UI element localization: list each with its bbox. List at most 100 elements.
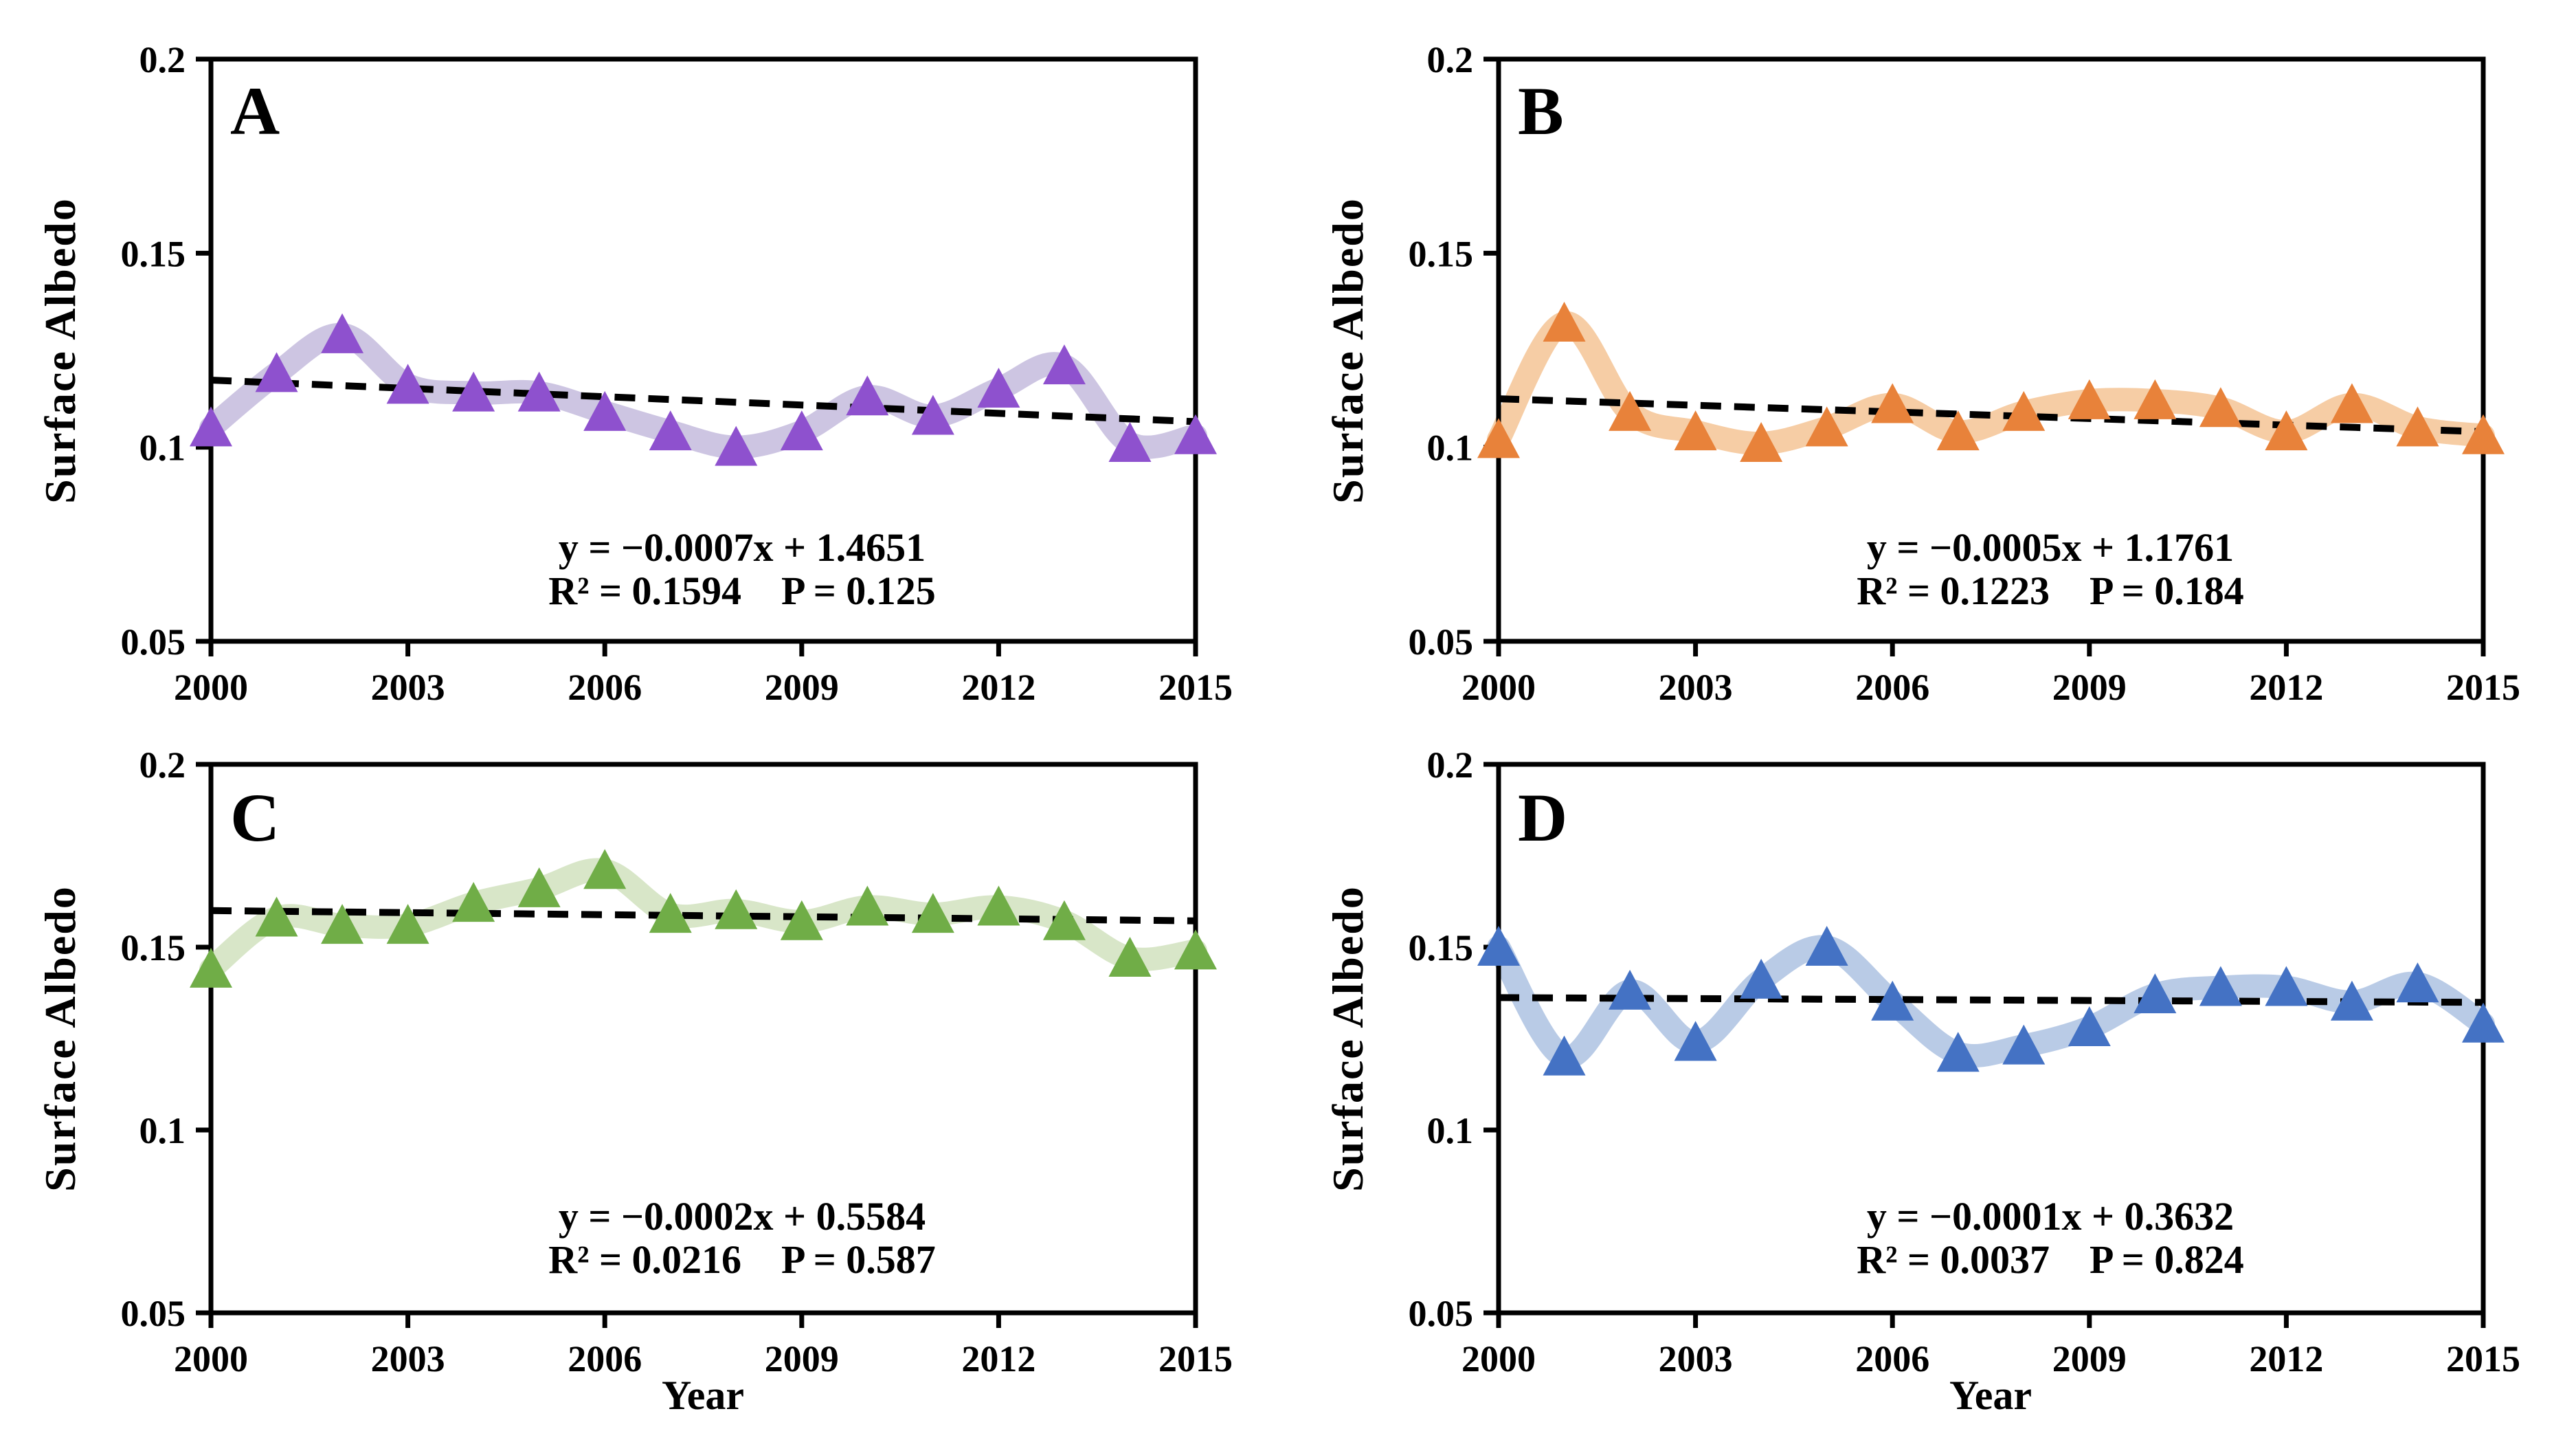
data-marker [1042, 900, 1086, 940]
x-tick-label: 2000 [1461, 1338, 1536, 1380]
data-marker [2396, 406, 2439, 447]
y-tick-label: 0.1 [139, 428, 186, 469]
data-marker [715, 889, 758, 929]
panel-letter: D [1518, 779, 1568, 856]
data-marker [1871, 383, 1914, 423]
data-marker [1609, 390, 1652, 431]
trend-line [210, 376, 1196, 425]
y-tick-label: 0.15 [1409, 927, 1474, 968]
y-axis-title: Surface Albedo [1323, 885, 1372, 1192]
y-tick-label: 0.1 [139, 1110, 186, 1151]
x-tick-label: 2015 [2446, 667, 2520, 708]
data-marker [386, 904, 429, 944]
data-marker [517, 867, 561, 907]
y-tick-label: 0.05 [121, 621, 186, 663]
regression-equation: y = −0.0007x + 1.4651 [558, 525, 926, 570]
regression-stats: R² = 0.0037 P = 0.824 [1857, 1237, 2244, 1282]
x-tick-label: 2006 [568, 667, 642, 708]
data-marker [583, 849, 627, 889]
y-tick-label: 0.05 [1409, 1293, 1474, 1334]
smoothed-band [199, 858, 1207, 981]
x-tick-label: 2003 [1659, 667, 1733, 708]
data-marker [715, 425, 758, 466]
data-marker [452, 882, 495, 922]
y-tick-label: 0.15 [1409, 233, 1474, 274]
data-marker [1042, 344, 1086, 385]
data-marker [1477, 418, 1520, 458]
data-marker [2133, 379, 2177, 419]
x-tick-label: 2012 [961, 1338, 1035, 1380]
data-marker [517, 371, 561, 412]
data-marker [255, 896, 298, 937]
data-marker [977, 367, 1020, 408]
x-tick-label: 2015 [1158, 1338, 1233, 1380]
y-tick-label: 0.2 [139, 744, 186, 786]
x-tick-label: 2000 [174, 1338, 248, 1380]
x-tick-label: 2006 [1855, 1338, 1929, 1380]
data-marker [649, 893, 692, 933]
regression-equation: y = −0.0002x + 0.5584 [558, 1194, 926, 1239]
x-tick-label: 2012 [2249, 667, 2323, 708]
data-marker [977, 885, 1020, 926]
data-marker [911, 395, 954, 435]
data-marker [2265, 966, 2308, 1006]
data-marker [1740, 958, 1783, 999]
data-marker [190, 406, 232, 447]
data-marker [2462, 1002, 2505, 1043]
panel-c: 0.2 0.15 0.1 0.05 2000 2003 2006 2009 2012 2015 S… [0, 720, 1288, 1440]
x-axis-title: Year [662, 1373, 744, 1418]
x-tick-label: 2003 [371, 667, 445, 708]
data-marker [2396, 962, 2439, 1003]
y-tick-label: 0.15 [121, 233, 186, 274]
data-marker [386, 364, 429, 404]
data-marker [1805, 406, 1848, 447]
y-tick-label: 0.1 [1427, 428, 1474, 469]
data-marker [452, 371, 495, 412]
data-marker [1543, 1035, 1586, 1076]
data-marker [1674, 410, 1717, 451]
data-marker [846, 885, 889, 926]
y-tick-label: 0.05 [1409, 621, 1474, 663]
data-marker [321, 904, 364, 944]
regression-equation: y = −0.0001x + 0.3632 [1866, 1194, 2235, 1239]
data-marker [846, 375, 889, 416]
x-tick-label: 2009 [2052, 667, 2127, 708]
smoothed-band [199, 322, 1207, 459]
axis-frame [208, 762, 1198, 1316]
regression-stats: R² = 0.1594 P = 0.125 [548, 568, 936, 613]
trend-line [1498, 395, 2484, 436]
data-marker [1936, 410, 1980, 451]
x-tick-label: 2000 [174, 667, 248, 708]
regression-stats: R² = 0.0216 P = 0.587 [548, 1237, 936, 1282]
panel-letter: B [1518, 73, 1564, 149]
data-marker [780, 900, 823, 940]
y-tick-label: 0.2 [1427, 744, 1474, 786]
regression-stats: R² = 0.1223 P = 0.184 [1857, 568, 2244, 613]
data-marker [2002, 390, 2046, 431]
y-axis-title: Surface Albedo [36, 885, 85, 1192]
x-tick-label: 2009 [765, 1338, 839, 1380]
x-tick-label: 2003 [371, 1338, 445, 1380]
data-marker [911, 893, 954, 933]
x-tick-label: 2006 [568, 1338, 642, 1380]
axis-frame [1496, 56, 2486, 644]
panel-letter: A [230, 73, 280, 149]
y-tick-label: 0.2 [1427, 39, 1474, 80]
data-marker [2068, 1006, 2111, 1047]
x-tick-label: 2012 [2249, 1338, 2323, 1380]
y-tick-label: 0.15 [121, 927, 186, 968]
x-tick-label: 2009 [2052, 1338, 2127, 1380]
data-marker [1543, 301, 1586, 342]
data-marker [780, 410, 823, 451]
y-tick-label: 0.1 [1427, 1110, 1474, 1151]
data-marker [1936, 1032, 1980, 1072]
data-marker [2199, 387, 2242, 428]
panel-letter: C [230, 779, 280, 856]
data-marker [2462, 414, 2505, 454]
data-marker [1609, 969, 1652, 1010]
